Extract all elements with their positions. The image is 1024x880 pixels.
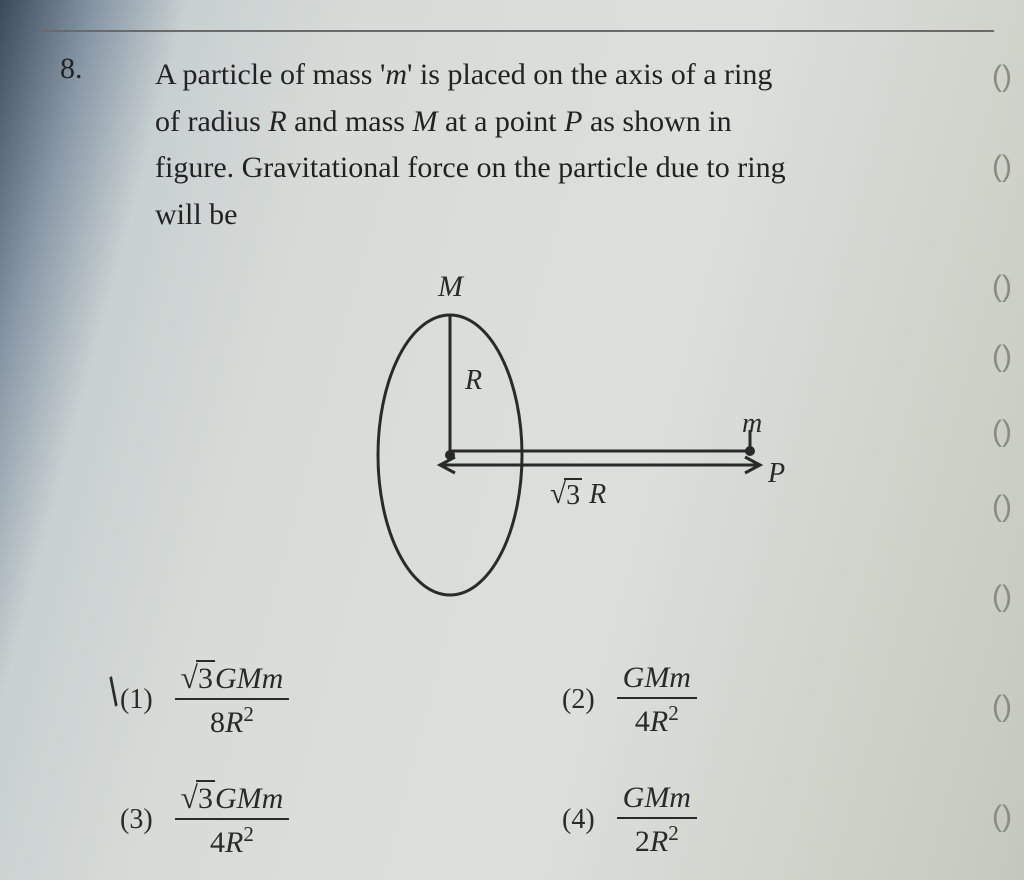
question-text: A particle of mass 'm' is placed on the … bbox=[155, 52, 954, 238]
option-4[interactable]: (4) GMm 2R2 bbox=[562, 780, 964, 860]
question-number: 8. bbox=[60, 52, 83, 86]
page: 8. A particle of mass 'm' is placed on t… bbox=[0, 0, 1024, 880]
q-line4: will be bbox=[155, 198, 238, 231]
margin-mark: () bbox=[992, 150, 1012, 184]
option-3-number: (3) bbox=[120, 804, 153, 836]
option-4-number: (4) bbox=[562, 804, 595, 836]
margin-mark: () bbox=[992, 690, 1012, 724]
q-mass-m: m bbox=[385, 58, 407, 91]
margin-mark: () bbox=[992, 60, 1012, 94]
q-line2-d: as shown in bbox=[582, 105, 731, 138]
option-3-fraction: √3GMm 4R2 bbox=[175, 780, 290, 860]
margin-mark: () bbox=[992, 270, 1012, 304]
q-line1-a: A particle of mass ' bbox=[155, 58, 385, 91]
label-R-axis: R bbox=[582, 479, 606, 510]
label-axis-length: √3 R bbox=[550, 478, 606, 512]
q-line3: figure. Gravitational force on the parti… bbox=[155, 151, 786, 184]
option-4-fraction: GMm 2R2 bbox=[617, 781, 697, 859]
option-1[interactable]: / (1) √3GMm 8R2 bbox=[120, 660, 522, 740]
sqrt-3: √3 bbox=[550, 478, 582, 512]
label-m: m bbox=[742, 408, 762, 440]
q-line1-b: ' is placed on the axis of a ring bbox=[407, 58, 772, 91]
margin-mark: () bbox=[992, 415, 1012, 449]
q-line2-b: and mass bbox=[287, 105, 413, 138]
q-point-P: P bbox=[564, 105, 582, 138]
top-rule bbox=[40, 30, 994, 32]
label-M: M bbox=[438, 270, 463, 304]
option-1-fraction: √3GMm 8R2 bbox=[175, 660, 290, 740]
option-3[interactable]: (3) √3GMm 4R2 bbox=[120, 780, 522, 860]
q-line2-a: of radius bbox=[155, 105, 268, 138]
option-2-number: (2) bbox=[562, 684, 595, 716]
option-1-number: (1) bbox=[120, 684, 153, 716]
diagram: M R m P √3 R bbox=[300, 260, 820, 630]
q-line2-c: at a point bbox=[437, 105, 564, 138]
label-P: P bbox=[768, 458, 785, 490]
option-2-fraction: GMm 4R2 bbox=[617, 661, 697, 739]
margin-mark: () bbox=[992, 490, 1012, 524]
option-2[interactable]: (2) GMm 4R2 bbox=[562, 660, 964, 740]
q-radius-R: R bbox=[268, 105, 286, 138]
diagram-svg bbox=[300, 260, 820, 630]
margin-mark: () bbox=[992, 580, 1012, 614]
margin-mark: () bbox=[992, 800, 1012, 834]
answer-options: / (1) √3GMm 8R2 (2) GMm 4R2 (3) bbox=[120, 660, 964, 860]
q-mass-M: M bbox=[412, 105, 437, 138]
label-R: R bbox=[465, 365, 482, 397]
margin-mark: () bbox=[992, 340, 1012, 374]
